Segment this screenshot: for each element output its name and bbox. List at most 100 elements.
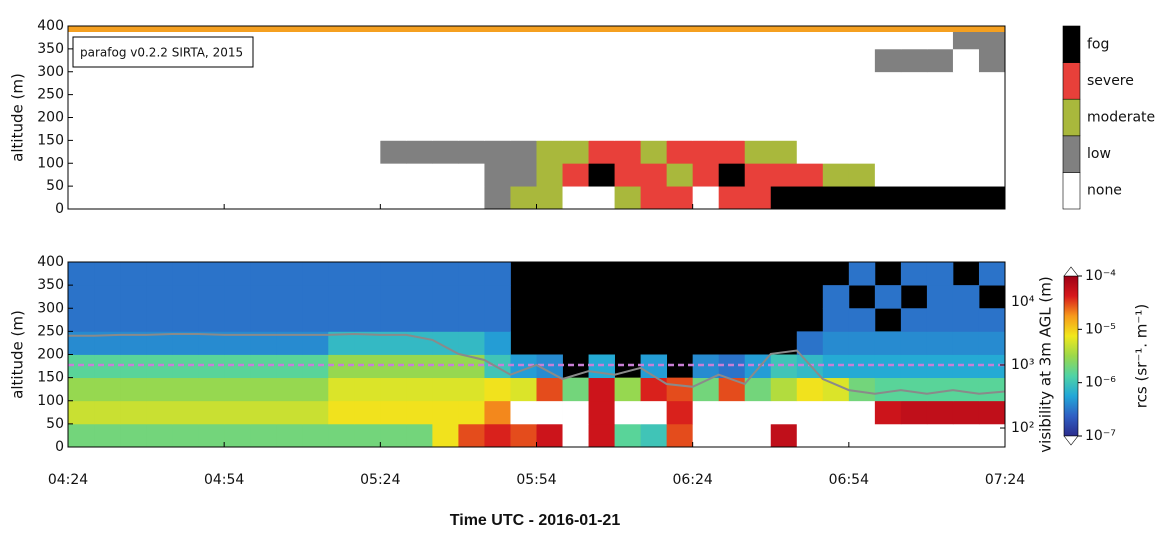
heatmap-cell <box>484 331 511 355</box>
heatmap-cell <box>354 71 381 96</box>
heatmap-cell <box>484 71 511 96</box>
heatmap-cell <box>120 71 147 96</box>
heatmap-cell <box>848 94 876 118</box>
heatmap-cell <box>874 94 902 118</box>
y2-tick-label: 10³ <box>1011 357 1034 373</box>
y-axis-label: altitude (m) <box>9 73 27 162</box>
heatmap-cell <box>406 163 433 187</box>
heatmap-cell <box>614 423 642 448</box>
heatmap-cell <box>94 331 121 355</box>
heatmap-cell <box>822 308 850 332</box>
colorbar-label: moderate <box>1087 110 1155 126</box>
heatmap-cell <box>536 400 563 425</box>
heatmap-cell <box>458 285 485 309</box>
heatmap-cell <box>718 71 746 96</box>
heatmap-cell <box>354 48 381 73</box>
heatmap-cell <box>848 354 876 379</box>
heatmap-cell <box>562 400 589 425</box>
heatmap-cell <box>900 48 928 73</box>
heatmap-cell <box>224 400 251 425</box>
heatmap-cell <box>510 140 537 164</box>
heatmap-cell <box>562 94 589 118</box>
heatmap-cell <box>172 308 199 332</box>
heatmap-cell <box>458 308 485 332</box>
heatmap-cell <box>744 377 772 402</box>
heatmap-cell <box>640 377 668 402</box>
heatmap-cell <box>458 262 485 286</box>
heatmap-cell <box>224 186 251 210</box>
heatmap-cell <box>198 262 225 286</box>
heatmap-cell <box>224 71 251 96</box>
heatmap-cell <box>874 377 902 402</box>
heatmap-cell <box>510 423 537 448</box>
heatmap-cell <box>900 71 928 96</box>
heatmap-cell <box>198 354 225 379</box>
heatmap-cell <box>432 71 459 96</box>
colorbar-label: severe <box>1087 73 1134 89</box>
heatmap-cell <box>120 94 147 118</box>
heatmap-cell <box>406 94 433 118</box>
heatmap-cell <box>848 48 876 73</box>
heatmap-cell <box>562 71 589 96</box>
y-tick-label: 300 <box>37 300 64 316</box>
heatmap-cell <box>926 117 954 141</box>
heatmap-cell <box>562 377 589 402</box>
heatmap-cell <box>978 140 1006 164</box>
heatmap-cell <box>68 262 95 286</box>
heatmap-cell <box>406 354 433 379</box>
heatmap-cell <box>562 48 589 73</box>
heatmap-cell <box>640 140 668 164</box>
heatmap-cell <box>614 48 642 73</box>
heatmap-cell <box>380 285 407 309</box>
colorbar-segment <box>1062 62 1081 100</box>
heatmap-cell <box>926 331 954 355</box>
heatmap-cell <box>406 377 433 402</box>
heatmap-cell <box>744 186 772 210</box>
heatmap-cell <box>406 308 433 332</box>
heatmap-cell <box>640 423 668 448</box>
heatmap-cell <box>952 354 980 379</box>
heatmap-cell <box>458 400 485 425</box>
heatmap-cell <box>822 94 850 118</box>
heatmap-cell <box>588 186 615 210</box>
colorbar-label: low <box>1087 146 1111 162</box>
heatmap-cell <box>120 186 147 210</box>
heatmap-cell <box>380 94 407 118</box>
heatmap-cell <box>926 48 954 73</box>
heatmap-cell <box>120 331 147 355</box>
heatmap-cell <box>406 186 433 210</box>
heatmap-cell <box>484 262 511 286</box>
heatmap-cell <box>692 400 720 425</box>
visibility-line <box>68 332 1006 395</box>
heatmap-cell <box>926 423 954 448</box>
heatmap-cell <box>718 117 746 141</box>
heatmap-cell <box>172 140 199 164</box>
heatmap-cell <box>172 400 199 425</box>
heatmap-cell <box>432 377 459 402</box>
heatmap-cell <box>848 163 876 187</box>
heatmap-cell <box>874 186 902 210</box>
heatmap-cell <box>458 377 485 402</box>
colorbar-label: none <box>1087 183 1122 199</box>
heatmap-cell <box>432 423 459 448</box>
heatmap-cell <box>926 163 954 187</box>
heatmap-cell <box>406 285 433 309</box>
heatmap-cell <box>952 71 980 96</box>
heatmap-cell <box>224 117 251 141</box>
heatmap-cell <box>484 117 511 141</box>
heatmap-cell <box>770 71 798 96</box>
heatmap-cell <box>510 117 537 141</box>
heatmap-cell <box>770 423 798 448</box>
heatmap-cell <box>484 48 511 73</box>
heatmap-cell <box>822 400 850 425</box>
heatmap-cell <box>328 94 355 118</box>
heatmap-cell <box>978 308 1006 332</box>
heatmap-cell <box>536 423 563 448</box>
heatmap-cell <box>510 71 537 96</box>
heatmap-cell <box>744 117 772 141</box>
heatmap-cell <box>666 71 694 96</box>
heatmap-cell <box>744 140 772 164</box>
heatmap-cell <box>250 163 277 187</box>
colorbar-under <box>1063 435 1079 446</box>
heatmap-cell <box>68 354 95 379</box>
